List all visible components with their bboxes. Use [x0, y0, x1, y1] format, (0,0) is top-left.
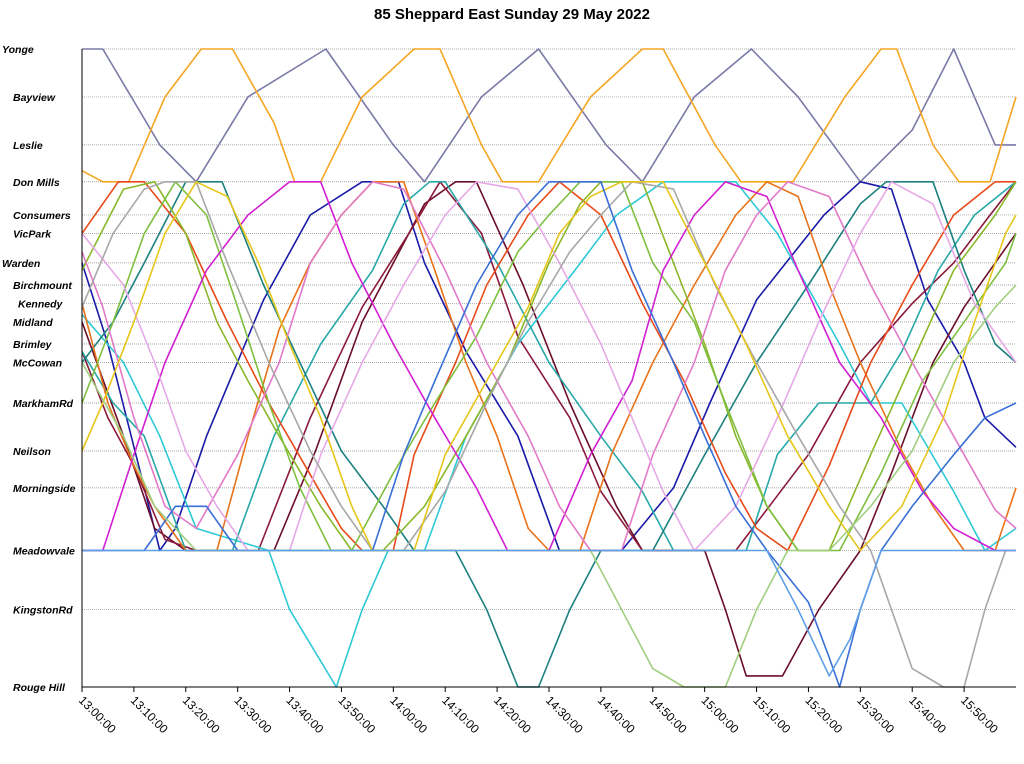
x-tick-label: 13:10:00 [128, 693, 171, 736]
trip-series-line [81, 181, 1016, 688]
x-tick-label: 13:30:00 [232, 693, 275, 736]
x-tick-label: 14:20:00 [491, 693, 534, 736]
stop-label: Morningside [13, 483, 76, 495]
stop-label: Meadowvale [13, 546, 75, 558]
x-tick-label: 14:50:00 [647, 693, 690, 736]
stop-label: Birchmount [13, 280, 72, 292]
trip-series-line [81, 181, 1017, 552]
stop-label: Don Mills [13, 177, 60, 189]
trip-series-line [81, 181, 1016, 552]
trip-series-line [81, 181, 1017, 552]
trip-series-line [82, 48, 1016, 183]
x-tick-label: 15:40:00 [906, 693, 949, 736]
trip-series [81, 48, 1017, 688]
trip-series-line [82, 181, 1016, 552]
trip-series-line [81, 48, 1017, 183]
stop-label: McCowan [13, 357, 62, 369]
stop-labels: Yonge Bayview Leslie Don Mills Consumers VicP… [2, 44, 76, 694]
x-tick-label: 14:10:00 [439, 693, 482, 736]
x-tick-label: 15:30:00 [854, 693, 897, 736]
trip-series-line [81, 181, 1017, 552]
chart-title: 85 Sheppard East Sunday 29 May 2022 [374, 6, 650, 23]
x-tick-labels: 13:00:00 13:10:00 13:20:00 13:30:00 13:40:00… [76, 687, 1001, 736]
stop-label: Yonge [2, 44, 34, 56]
trip-series-line [81, 181, 1017, 552]
stop-label: VicPark [13, 228, 52, 240]
x-tick-label: 13:50:00 [335, 693, 378, 736]
trip-series-line [81, 181, 1017, 552]
trip-series-line [81, 181, 1017, 552]
x-tick-label: 13:20:00 [180, 693, 223, 736]
stop-label: Leslie [13, 140, 43, 152]
trip-series-line [81, 181, 1017, 677]
stop-label: Brimley [13, 339, 53, 351]
x-tick-label: 14:40:00 [595, 693, 638, 736]
trip-series-line [81, 181, 1017, 552]
trip-series-line [81, 181, 1017, 552]
x-tick-label: 13:40:00 [283, 693, 326, 736]
stop-label: Rouge Hill [13, 682, 66, 694]
stop-label: MarkhamRd [13, 398, 74, 410]
stop-label: Midland [13, 317, 53, 329]
stop-label: Consumers [13, 210, 71, 222]
x-tick-label: 15:50:00 [958, 693, 1001, 736]
x-tick-label: 15:10:00 [750, 693, 793, 736]
x-tick-label: 15:20:00 [802, 693, 845, 736]
stop-label: Neilson [13, 446, 51, 458]
x-tick-label: 14:00:00 [387, 693, 430, 736]
trip-series-line [81, 181, 1017, 552]
x-tick-label: 14:30:00 [543, 693, 586, 736]
x-tick-label: 13:00:00 [76, 693, 119, 736]
trip-series-line [81, 181, 1017, 688]
stop-label: Warden [2, 258, 40, 270]
x-tick-label: 15:00:00 [699, 693, 742, 736]
stop-label: Kennedy [18, 298, 64, 310]
grid-lines [82, 48, 1016, 688]
stop-label: Bayview [13, 92, 56, 104]
stop-label: KingstonRd [13, 605, 73, 617]
trip-series-line [82, 549, 1016, 677]
